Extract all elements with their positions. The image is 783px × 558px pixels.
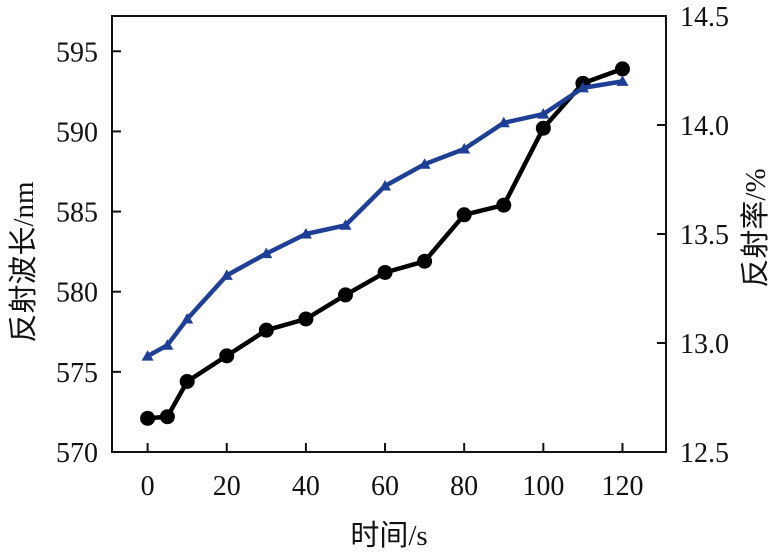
x-tick-label: 40	[292, 471, 320, 502]
data-point-circle	[496, 197, 512, 213]
left-y-axis-ticks: 570 575 580 585 590 595	[56, 37, 121, 469]
data-point-circle	[535, 120, 551, 136]
data-point-triangle	[616, 75, 629, 86]
series-layer	[140, 61, 630, 426]
data-point-triangle	[339, 219, 352, 230]
data-point-circle	[614, 61, 630, 77]
data-point-circle	[159, 409, 175, 425]
series-wavelength	[140, 61, 630, 426]
x-axis-ticks: 0 20 40 60 80 100 120	[141, 443, 643, 502]
data-point-circle	[179, 373, 195, 389]
right-y-tick-label: 14.0	[680, 111, 729, 142]
data-point-circle	[417, 253, 433, 269]
data-point-circle	[456, 207, 472, 223]
data-point-triangle	[497, 116, 510, 128]
right-y-tick-label: 13.5	[680, 220, 729, 251]
x-tick-label: 80	[450, 471, 478, 502]
x-tick-label: 100	[522, 471, 564, 502]
data-point-circle	[140, 410, 156, 426]
data-point-triangle	[418, 158, 431, 169]
series-line	[146, 79, 623, 359]
data-point-circle	[258, 322, 274, 338]
data-point-triangle	[220, 269, 233, 280]
data-point-triangle	[181, 313, 194, 324]
series-line	[147, 66, 624, 421]
right-y-tick-label: 12.5	[680, 438, 729, 469]
series-reflectance	[141, 75, 629, 361]
x-tick-label: 20	[213, 471, 241, 502]
left-y-tick-label: 575	[56, 358, 98, 389]
left-y-tick-label: 570	[56, 438, 98, 469]
data-point-triangle	[260, 247, 273, 259]
left-y-axis-label: 反射波长/nm	[7, 181, 40, 343]
data-point-circle	[219, 348, 235, 364]
data-point-circle	[337, 287, 353, 303]
data-point-triangle	[379, 180, 391, 191]
right-y-axis-label: 反射率/%	[739, 168, 772, 287]
right-y-tick-label: 14.5	[680, 2, 729, 33]
data-point-triangle	[576, 81, 589, 93]
data-point-triangle	[161, 339, 174, 350]
x-tick-label: 120	[601, 471, 643, 502]
left-y-tick-label: 580	[56, 278, 98, 309]
left-y-tick-label: 595	[56, 37, 98, 68]
data-point-triangle	[299, 228, 312, 239]
left-y-tick-label: 590	[56, 117, 98, 148]
x-tick-label: 60	[371, 471, 399, 502]
data-point-circle	[298, 311, 314, 327]
right-y-axis-ticks: 12.5 13.0 13.5 14.0 14.5	[657, 2, 729, 469]
x-axis-label: 时间/s	[350, 519, 427, 552]
left-y-tick-label: 585	[56, 198, 98, 229]
x-tick-label: 0	[141, 471, 155, 502]
right-y-tick-label: 13.0	[680, 329, 729, 360]
data-point-circle	[377, 264, 393, 280]
data-point-triangle	[537, 108, 550, 119]
data-point-triangle	[458, 143, 471, 154]
data-point-triangle	[141, 350, 154, 361]
